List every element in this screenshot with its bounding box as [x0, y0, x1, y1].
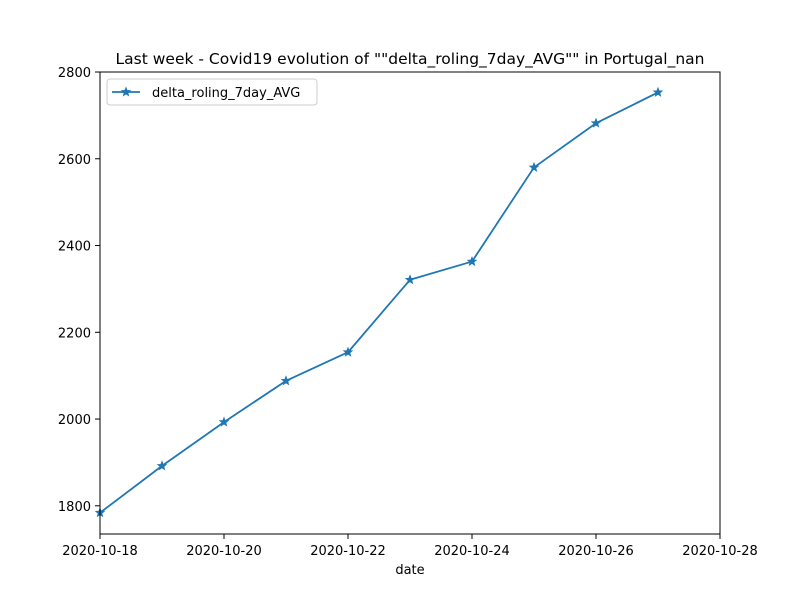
y-axis: 1800 2000 2200 2400 2600 2800 [58, 66, 100, 515]
y-tick-label: 1800 [58, 500, 91, 515]
series-layer [94, 86, 664, 518]
legend-box [106, 78, 318, 106]
x-tick-label: 2020-10-28 [682, 544, 758, 559]
data-point [280, 375, 292, 386]
x-tick-label: 2020-10-24 [434, 544, 510, 559]
data-point [156, 460, 168, 471]
data-point [404, 274, 416, 285]
y-tick-label: 2600 [58, 153, 91, 168]
data-point [590, 117, 602, 128]
legend-star-marker [120, 86, 132, 97]
data-point [466, 255, 478, 267]
x-tick-label: 2020-10-22 [310, 544, 386, 559]
y-tick-label: 2200 [58, 326, 91, 341]
data-point [342, 346, 354, 357]
x-tick-label: 2020-10-18 [62, 544, 138, 559]
plot-frame [99, 71, 721, 535]
legend-label: delta_roling_7day_AVG [152, 86, 300, 101]
x-axis-label: date [395, 563, 424, 578]
data-point [218, 416, 230, 427]
x-tick-label: 2020-10-26 [558, 544, 634, 559]
x-tick-label: 2020-10-20 [186, 544, 262, 559]
x-axis: 2020-10-18 2020-10-20 2020-10-22 2020-10-24… [62, 534, 758, 559]
legend: delta_roling_7day_AVG [106, 78, 318, 106]
chart-title: Last week - Covid19 evolution of ""delta… [116, 50, 705, 69]
y-tick-label: 2000 [58, 413, 91, 428]
data-point [528, 161, 540, 172]
data-point [652, 86, 664, 97]
y-tick-label: 2400 [58, 240, 91, 255]
y-tick-label: 2800 [58, 66, 91, 81]
series-line-0 [99, 91, 659, 514]
